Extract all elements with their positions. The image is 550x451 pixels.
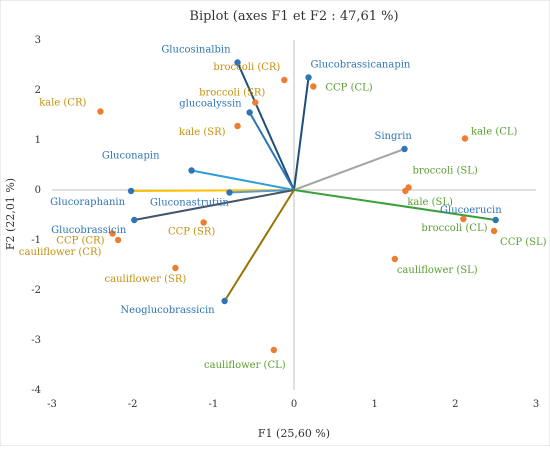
variable-vectors (127, 59, 499, 305)
observation-point (114, 236, 122, 244)
x-tick-label: 2 (452, 399, 458, 410)
observation-label: cauliflower (SL) (397, 265, 478, 276)
variable-label: Glucosinalbin (161, 45, 231, 56)
observation-label: broccoli (SL) (413, 166, 478, 177)
observation-point (402, 187, 409, 195)
x-axis-label: F1 (25,60 %) (258, 427, 330, 440)
point-labels: Glucosinalbin Glucobrassicanapin glucoalys… (19, 45, 547, 372)
x-tick-label: -2 (128, 399, 138, 410)
variable-vector-line (293, 148, 405, 191)
variable-label: Gluconapin (102, 151, 160, 162)
y-tick-label: -4 (31, 385, 41, 396)
observation-point (310, 83, 317, 90)
tick-labels: -3 -2 -1 0 1 2 3 -4 -3 -2 -1 0 1 2 3 (31, 35, 539, 410)
observation-point (460, 215, 467, 223)
variable-vector-line (191, 169, 295, 191)
variable-point (401, 145, 408, 153)
observation-label: cauliflower (CR) (19, 247, 102, 258)
variable-vector-line (236, 62, 295, 191)
variable-point (226, 189, 233, 196)
variable-point (246, 109, 253, 116)
y-tick-label: 1 (35, 135, 41, 146)
observation-point (281, 76, 288, 84)
variable-label: Singrin (375, 131, 413, 142)
observation-point (270, 346, 278, 354)
y-tick-label: 2 (35, 85, 41, 96)
variable-label: Gluconastrutiin (150, 198, 229, 209)
y-tick-label: -1 (31, 235, 41, 246)
variable-label: Glucobrassicin (51, 225, 127, 236)
observation-label: broccoli (CL) (421, 223, 487, 234)
x-tick-label: -3 (47, 399, 57, 410)
observation-label: kale (SR) (179, 127, 226, 138)
variable-label: Glucobrassicanapin (311, 60, 411, 71)
observation-point (490, 227, 498, 235)
chart-title: Biplot (axes F1 et F2 : 47,61 %) (189, 9, 398, 24)
variable-vector-line (248, 112, 295, 191)
variable-point (131, 216, 138, 224)
observation-point (109, 230, 116, 237)
variable-point (221, 297, 228, 305)
observation-label: broccoli (SR) (199, 88, 265, 99)
observation-label: kale (CL) (471, 127, 518, 138)
observation-point (252, 99, 259, 106)
y-tick-label: -3 (31, 335, 41, 346)
observation-label: CCP (CL) (325, 83, 372, 94)
x-tick-label: 1 (371, 399, 377, 410)
observation-point (172, 264, 179, 272)
x-tick-label: 0 (291, 399, 297, 410)
observation-point (461, 135, 469, 142)
observation-label: CCP (CR) (56, 236, 104, 247)
observation-label: CCP (SL) (500, 237, 547, 248)
observation-label: broccoli (CR) (213, 62, 280, 73)
y-tick-label: -2 (31, 285, 41, 296)
variable-vector-line (229, 189, 295, 194)
variable-vector-line (293, 189, 496, 221)
observation-label: kale (SL) (407, 197, 453, 208)
variable-vector-line (134, 189, 295, 221)
observation-label: CCP (SR) (168, 227, 215, 238)
observation-points (97, 76, 498, 354)
variable-label: glucoalyssin (179, 99, 242, 110)
variable-point (127, 187, 135, 195)
observation-point (200, 219, 207, 226)
variable-vector-line (293, 77, 310, 191)
observation-label: cauliflower (CL) (204, 360, 286, 371)
x-tick-label: 3 (533, 399, 539, 410)
variable-point (234, 59, 241, 66)
x-tick-label: -1 (208, 399, 218, 410)
y-tick-label: 0 (35, 185, 41, 196)
observation-point (234, 122, 241, 130)
variable-label: Glucoerucin (440, 205, 502, 216)
y-tick-label: 3 (35, 35, 41, 46)
observation-point (97, 108, 104, 115)
variable-point (492, 216, 499, 224)
observation-label: cauliflower (SR) (105, 274, 187, 285)
y-axis-label: F2 (22,01 %) (4, 178, 17, 250)
observation-label: kale (CR) (39, 98, 86, 109)
variable-point (305, 74, 312, 81)
variable-label: Glucoraphanin (50, 197, 125, 208)
variable-label: Neoglucobrassicin (120, 305, 215, 316)
variable-vector-line (223, 189, 295, 302)
variable-point (188, 167, 195, 174)
observation-point (391, 255, 399, 263)
